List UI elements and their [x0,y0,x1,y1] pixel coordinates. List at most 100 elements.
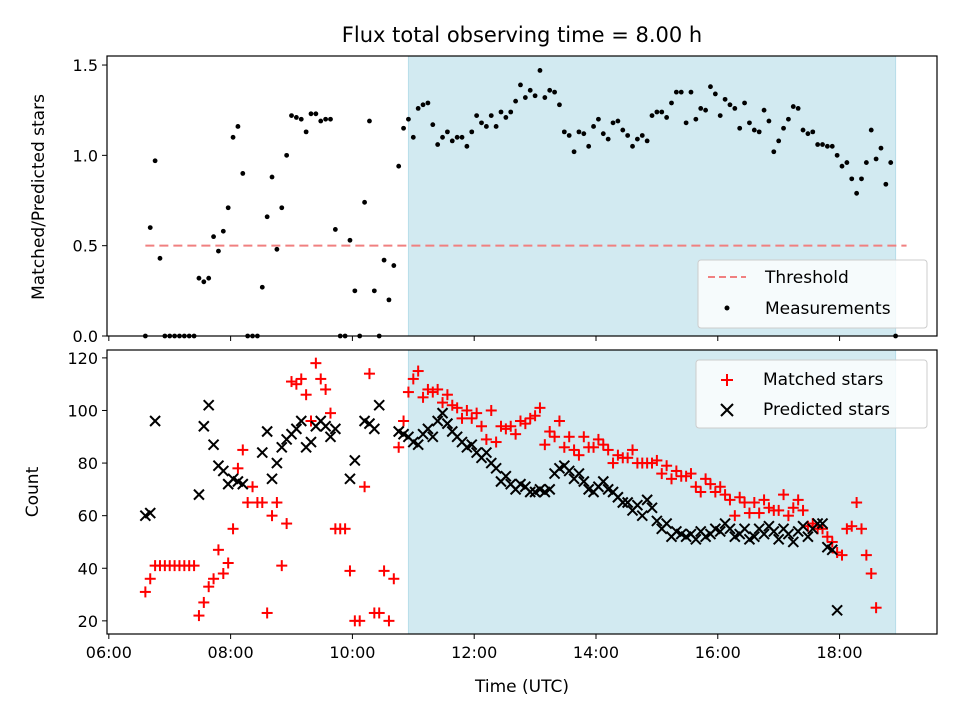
predicted-star-marker [621,496,634,509]
predicted-star-marker [597,475,610,488]
measurement-point [552,89,557,95]
predicted-star-marker [631,499,644,511]
predicted-star-marker [714,525,726,538]
matched-star-marker [144,573,156,585]
measurement-point [873,156,879,162]
matched-star-marker [524,412,536,424]
predicted-star-marker [144,507,156,519]
predicted-star-marker [329,423,342,435]
matched-star-marker [690,481,702,493]
matched-star-marker [704,478,716,490]
matched-star-marker [870,602,882,614]
matched-star-marker [188,560,200,572]
matched-star-marker [339,523,351,535]
measurement-point [420,102,426,108]
measurement-point [829,143,835,149]
matched-star-marker [446,399,458,411]
predicted-star-marker [578,475,590,488]
predicted-star-marker [617,496,629,509]
matched-star-marker [646,457,658,469]
measurement-point [483,124,489,129]
measurement-point [435,142,441,147]
measurement-point [362,199,367,205]
predicted-star-marker [207,438,220,451]
matched-star-marker [290,378,302,390]
matched-star-marker [865,568,877,580]
measurement-point [561,129,567,135]
measurement-point [644,138,650,144]
measurement-point [839,163,845,169]
matched-star-marker [514,415,526,427]
y-tick-label: 20 [78,612,98,631]
matched-star-marker [237,444,249,456]
matched-star-marker [778,489,790,501]
matched-star-marker [271,497,283,509]
predicted-star-marker [500,470,512,482]
predicted-star-marker [305,436,317,448]
measurement-point [708,84,713,90]
predicted-star-marker [480,446,493,459]
legend-measurements-label: Measurements [765,299,891,319]
measurement-point [586,143,592,149]
bottom-y-axis-label: Count [23,466,43,517]
matched-star-marker [266,510,278,522]
measurement-point [201,279,207,285]
matched-star-marker [232,462,244,474]
measurement-point [620,127,626,133]
matched-star-marker [763,502,775,514]
predicted-star-marker [149,415,161,427]
measurement-point [742,100,747,106]
measurement-point [488,113,494,119]
measurement-point [332,227,338,232]
measurement-point [756,129,762,135]
measurement-point [196,275,202,281]
matched-star-marker [553,415,565,427]
measurement-point [805,131,811,137]
matched-star-marker [549,431,561,443]
matched-star-marker [709,486,721,498]
matched-star-marker [661,460,673,472]
measurement-point [732,105,738,111]
matched-star-marker [393,441,405,453]
matched-star-marker [734,491,746,503]
matched-star-marker [281,518,293,530]
matched-star-marker [627,444,639,456]
matched-star-marker [208,573,220,585]
predicted-star-marker [344,473,356,485]
legend-predicted-label: Predicted stars [763,400,890,420]
matched-star-marker [295,373,307,385]
matched-star-marker [846,520,858,532]
y-tick-label: 1.5 [73,56,98,75]
matched-star-marker [354,615,366,627]
matched-star-marker [247,481,259,493]
measurement-point [712,91,718,97]
matched-star-marker [622,452,634,464]
matched-star-marker [792,494,804,506]
y-tick-label: 100 [67,401,98,420]
x-tick-label: 10:00 [329,643,375,662]
matched-star-marker [490,436,502,448]
legend-measurement-swatch [724,305,730,311]
measurement-point [815,142,821,147]
measurement-point [693,116,699,122]
predicted-star-marker [544,483,556,496]
measurement-point [810,129,816,135]
y-tick-label: 1.0 [73,146,98,165]
matched-star-marker [573,449,585,461]
predicted-star-marker [198,420,210,432]
matched-star-marker [685,468,697,480]
measurement-point [547,87,553,93]
predicted-star-marker [319,420,332,432]
measurement-point [824,143,830,149]
predicted-star-marker [641,494,653,506]
matched-star-marker [495,420,507,432]
measurement-point [259,284,265,290]
matched-star-marker [855,523,867,535]
matched-star-marker [471,407,483,419]
predicted-star-marker [276,441,288,454]
measurement-point [396,163,402,169]
predicted-star-marker [373,399,385,411]
measurement-point [430,122,436,128]
matched-star-marker [588,441,600,453]
